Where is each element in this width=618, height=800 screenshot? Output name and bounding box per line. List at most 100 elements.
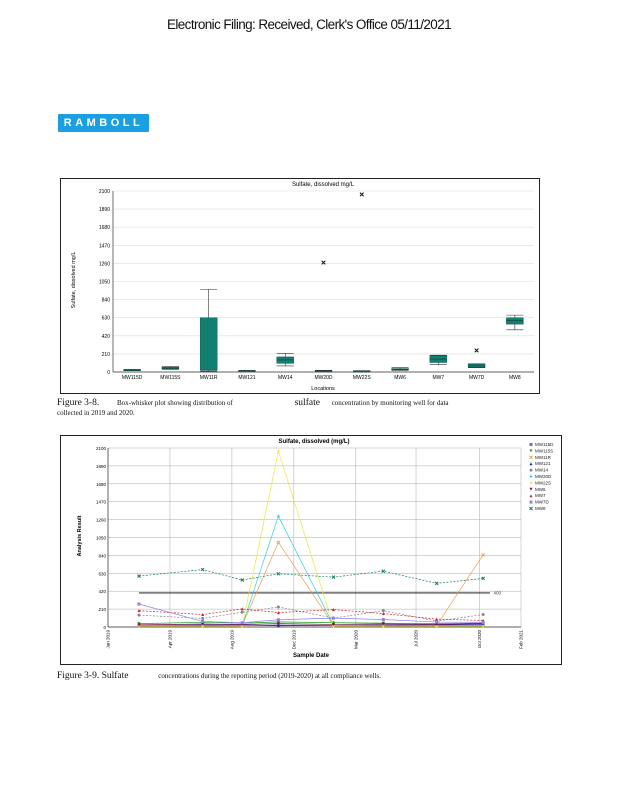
x-tick-label: MW7 bbox=[432, 375, 444, 381]
data-point-MW11R bbox=[481, 552, 485, 557]
data-point-MW7D bbox=[381, 617, 385, 621]
series-line-MW7 bbox=[138, 608, 484, 621]
legend-marker bbox=[529, 443, 533, 446]
y-tick-label: 420 bbox=[98, 589, 106, 594]
legend-label: MW115D bbox=[535, 442, 554, 447]
x-tick-label: MW115D bbox=[122, 375, 143, 381]
y-tick-label: 840 bbox=[98, 553, 106, 558]
legend-marker bbox=[529, 500, 533, 504]
figure-label: Figure 3-8. bbox=[57, 398, 100, 408]
legend-marker bbox=[529, 487, 533, 491]
data-point-MW6 bbox=[331, 622, 335, 626]
data-point-MW22S bbox=[276, 449, 280, 453]
x-tick-label: MW11R bbox=[200, 375, 218, 381]
figure-label: Figure 3-9. Sulfate bbox=[57, 671, 129, 681]
y-tick-label: 1680 bbox=[99, 225, 110, 231]
caption-keyword: sulfate bbox=[294, 398, 320, 408]
chart-title: Sulfate, dissolved mg/L bbox=[292, 182, 355, 188]
figure-3-8-caption: Figure 3-8. Box-whisker plot showing dis… bbox=[57, 398, 557, 418]
data-point-MW115S bbox=[331, 621, 335, 625]
line-chart: Sulfate, dissolved (mg/L) 0 210 420 630 840 10… bbox=[77, 439, 554, 659]
data-point-MW7D bbox=[331, 616, 335, 620]
x-tick-label: Aug 2019 bbox=[229, 630, 234, 650]
caption-text: Box-whisker plot showing distribution of bbox=[116, 399, 233, 407]
x-tick-label: MW121 bbox=[238, 375, 255, 381]
figure-3-9-caption: Figure 3-9. Sulfate concentrations durin… bbox=[57, 671, 557, 681]
legend-label: MW14 bbox=[535, 468, 548, 473]
data-point-MW7D bbox=[481, 620, 485, 624]
data-point-MW7D bbox=[240, 621, 244, 625]
data-point-MW7D bbox=[276, 618, 280, 622]
legend-marker bbox=[529, 481, 533, 485]
line-chart-figure: Sulfate, dissolved (mg/L) 0 210 420 630 840 10… bbox=[60, 435, 562, 665]
data-point-MW22S bbox=[481, 624, 485, 628]
data-point-MW6 bbox=[381, 622, 385, 626]
data-point-MW14 bbox=[381, 609, 385, 613]
y-tick-label: 1050 bbox=[99, 280, 110, 286]
x-tick-label: Dec 2019 bbox=[291, 630, 296, 650]
data-point-MW8 bbox=[381, 569, 386, 574]
box-plot-chart: 0 210 420 630 840 1050 1260 1470 1680 1890 2100 Sul… bbox=[71, 182, 534, 392]
legend-label: MW11R bbox=[535, 455, 552, 460]
data-point-MW7 bbox=[435, 617, 439, 621]
data-point-MW7 bbox=[331, 608, 335, 612]
data-point-MW6 bbox=[201, 622, 205, 626]
data-point-MW6 bbox=[137, 623, 141, 627]
y-tick-label: 840 bbox=[102, 298, 111, 304]
data-point-MW14 bbox=[201, 616, 205, 620]
data-point-MW8 bbox=[200, 567, 205, 572]
x-tick-label: MW20D bbox=[314, 375, 332, 381]
box-MW11R bbox=[199, 317, 218, 371]
box-plot-figure: 0 210 420 630 840 1050 1260 1470 1680 1890 2100 Sul… bbox=[60, 178, 540, 394]
legend-marker bbox=[529, 506, 533, 511]
reference-line-label: 400 bbox=[493, 590, 501, 595]
x-tick-label: Mar 2020 bbox=[353, 630, 358, 650]
x-tick-label: MW14 bbox=[278, 375, 293, 381]
x-tick-label: Jul 2020 bbox=[414, 630, 419, 648]
legend-label: MW6 bbox=[535, 487, 546, 492]
y-tick-label: 1680 bbox=[96, 482, 107, 487]
data-point-MW7D bbox=[137, 602, 141, 606]
legend-label: MW7 bbox=[535, 493, 546, 498]
data-point-MW20D bbox=[276, 514, 280, 518]
legend-label: MW7D bbox=[535, 500, 549, 505]
series-line-MW6 bbox=[138, 623, 484, 626]
x-tick-label: MW22S bbox=[353, 375, 371, 381]
data-point-MW7D bbox=[435, 620, 439, 624]
x-tick-label: MW115S bbox=[160, 375, 181, 381]
filing-stamp: Electronic Filing: Received, Clerk's Off… bbox=[166, 17, 452, 32]
data-point-MW7 bbox=[381, 612, 385, 616]
caption-text: concentration by monitoring well for dat… bbox=[331, 399, 449, 407]
data-point-MW7 bbox=[201, 613, 205, 617]
series-line-MW14 bbox=[138, 606, 484, 622]
legend-marker bbox=[529, 449, 533, 453]
y-tick-label: 2100 bbox=[96, 446, 107, 451]
y-tick-label: 1470 bbox=[99, 243, 110, 249]
data-point-MW14 bbox=[481, 613, 485, 617]
y-tick-label: 1470 bbox=[96, 500, 107, 505]
x-tick-label: MW7D bbox=[469, 375, 485, 381]
y-tick-label: 210 bbox=[102, 352, 111, 358]
y-tick-label: 210 bbox=[98, 607, 106, 612]
box-MW20D bbox=[314, 370, 333, 373]
data-point-MW8 bbox=[434, 581, 439, 586]
y-tick-label: 1890 bbox=[99, 207, 110, 213]
data-point-MW7 bbox=[276, 611, 280, 615]
y-tick-label: 630 bbox=[102, 316, 111, 322]
data-point-MW14 bbox=[137, 613, 141, 617]
x-axis-label: Sample Date bbox=[293, 653, 330, 659]
series-line-MW22S bbox=[138, 449, 484, 627]
series-line-MW115S bbox=[138, 621, 484, 624]
y-tick-label: 0 bbox=[103, 625, 106, 630]
x-tick-label: Apr 2019 bbox=[167, 630, 172, 649]
y-tick-label: 1050 bbox=[96, 536, 107, 541]
x-tick-label: MW6 bbox=[394, 375, 406, 381]
legend-marker bbox=[529, 468, 533, 472]
outlier-marker bbox=[321, 260, 326, 265]
outlier-marker bbox=[359, 192, 364, 197]
data-point-MW11R bbox=[276, 540, 281, 545]
y-axis-label: Analysis Result bbox=[77, 515, 83, 556]
series-line-MW121 bbox=[138, 624, 484, 627]
data-point-MW121 bbox=[276, 624, 280, 628]
